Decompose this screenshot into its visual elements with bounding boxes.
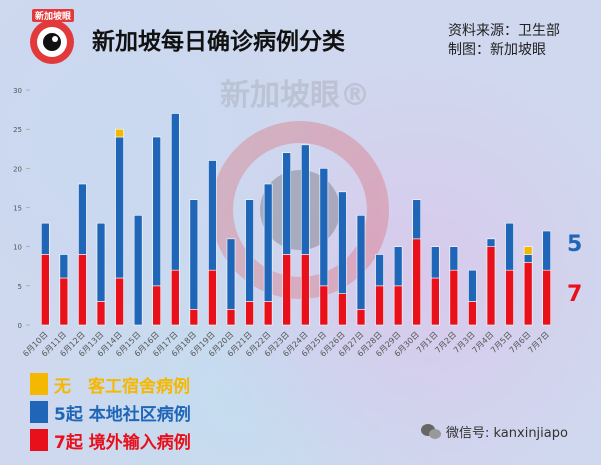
bar-segment-imported — [338, 293, 347, 326]
bar-segment-imported — [245, 301, 254, 326]
bar-segment-community — [59, 254, 69, 279]
bar-segment-community — [282, 152, 292, 255]
bar-segment-imported — [430, 277, 440, 326]
bar-segment-dorm — [523, 246, 533, 255]
legend-label-community: 5起 本地社区病例 — [54, 404, 191, 425]
wechat-icon — [421, 423, 441, 439]
y-tick-label: 10 — [13, 244, 22, 252]
bar-segment-community — [208, 160, 217, 271]
bar-segment-community — [152, 136, 162, 287]
bar-segment-community — [505, 222, 514, 271]
watermark-text: 新加坡眼® — [220, 78, 370, 113]
logo-text: 新加坡眼 — [32, 9, 75, 22]
bar-segment-community — [319, 168, 329, 287]
bar-segment-community — [356, 215, 366, 310]
bar-segment-community — [263, 183, 273, 302]
y-tick-label: 5 — [18, 283, 22, 291]
bar-segment-imported — [356, 309, 366, 326]
bar-segment-imported — [300, 254, 310, 326]
bar-segment-imported — [115, 277, 124, 326]
bar-segment-community — [40, 222, 50, 255]
chart-title: 新加坡每日确诊病例分类 — [92, 29, 345, 55]
bar-segment-imported — [505, 269, 514, 326]
bar-segment-community — [468, 269, 477, 302]
bar-segment-community — [226, 238, 236, 310]
legend: 无 客工宿舍病例 5起 本地社区病例 7起 境外输入病例 — [30, 370, 191, 454]
bar-segment-community — [170, 113, 180, 271]
bar-segment-community — [430, 246, 440, 279]
bar-segment-imported — [449, 269, 459, 326]
bar-segment-imported — [486, 246, 496, 326]
x-tick-label: 7月7日 — [526, 330, 551, 355]
bar-segment-community — [338, 191, 347, 294]
end-label-imported: 7 — [567, 282, 583, 307]
bar-segment-community — [393, 246, 403, 287]
legend-item-imported: 7起 境外输入病例 — [30, 426, 191, 454]
bar-segment-imported — [170, 269, 180, 326]
credit-line: 制图：新加坡眼 — [448, 42, 546, 58]
bar-segment-community — [115, 136, 124, 279]
source-line: 资料来源：卫生部 — [448, 23, 560, 39]
bar-segment-community — [245, 199, 254, 302]
footer: 微信号: kanxinjiapo — [420, 422, 568, 441]
bar-segment-community — [133, 215, 143, 326]
legend-item-dorm: 无 客工宿舍病例 — [30, 370, 191, 398]
bar-segment-imported — [468, 301, 477, 326]
legend-label-imported: 7起 境外输入病例 — [54, 432, 191, 453]
bar-segment-imported — [542, 269, 552, 326]
source-info: 资料来源：卫生部 制图：新加坡眼 — [448, 22, 560, 60]
bar-segment-community — [96, 222, 106, 302]
legend-swatch-imported — [30, 429, 48, 451]
y-tick-label: 15 — [13, 205, 22, 213]
legend-item-community: 5起 本地社区病例 — [30, 398, 191, 426]
legend-swatch-dorm — [30, 373, 48, 395]
bar-segment-imported — [319, 285, 329, 326]
bar-segment-community — [189, 199, 199, 310]
bar-segment-imported — [96, 301, 106, 326]
bar-segment-imported — [40, 254, 50, 326]
bar-segment-imported — [412, 238, 422, 326]
bar-segment-imported — [59, 277, 69, 326]
legend-label-dorm: 无 客工宿舍病例 — [54, 376, 190, 397]
bar-segment-imported — [393, 285, 403, 326]
end-label-community: 5 — [567, 232, 583, 257]
footer-text: 微信号: kanxinjiapo — [446, 426, 568, 441]
bar-segment-imported — [263, 301, 273, 326]
bar-segment-dorm — [115, 128, 124, 138]
y-tick-label: 20 — [13, 165, 22, 173]
bar-segment-community — [300, 144, 310, 255]
bar-segment-imported — [78, 254, 87, 326]
bar-segment-imported — [375, 285, 384, 326]
y-tick-label: 30 — [13, 87, 22, 95]
bar-segment-community — [375, 254, 384, 287]
bar-segment-community — [412, 199, 422, 240]
bar-segment-imported — [208, 269, 217, 326]
bar-segment-imported — [152, 285, 162, 326]
bar-segment-community — [449, 246, 459, 271]
bar-segment-imported — [189, 309, 199, 326]
bar-segment-imported — [282, 254, 292, 326]
watermark: 新加坡眼® — [211, 78, 389, 299]
logo — [24, 12, 80, 68]
bar-segment-imported — [226, 309, 236, 326]
y-tick-label: 0 — [18, 322, 22, 330]
bar-segment-community — [486, 238, 496, 247]
bar-segment-community — [542, 230, 552, 271]
bar-segment-community — [78, 183, 87, 255]
y-tick-label: 25 — [13, 126, 22, 134]
bar-segment-imported — [523, 262, 533, 326]
bar-segment-community — [523, 254, 533, 263]
legend-swatch-community — [30, 401, 48, 423]
